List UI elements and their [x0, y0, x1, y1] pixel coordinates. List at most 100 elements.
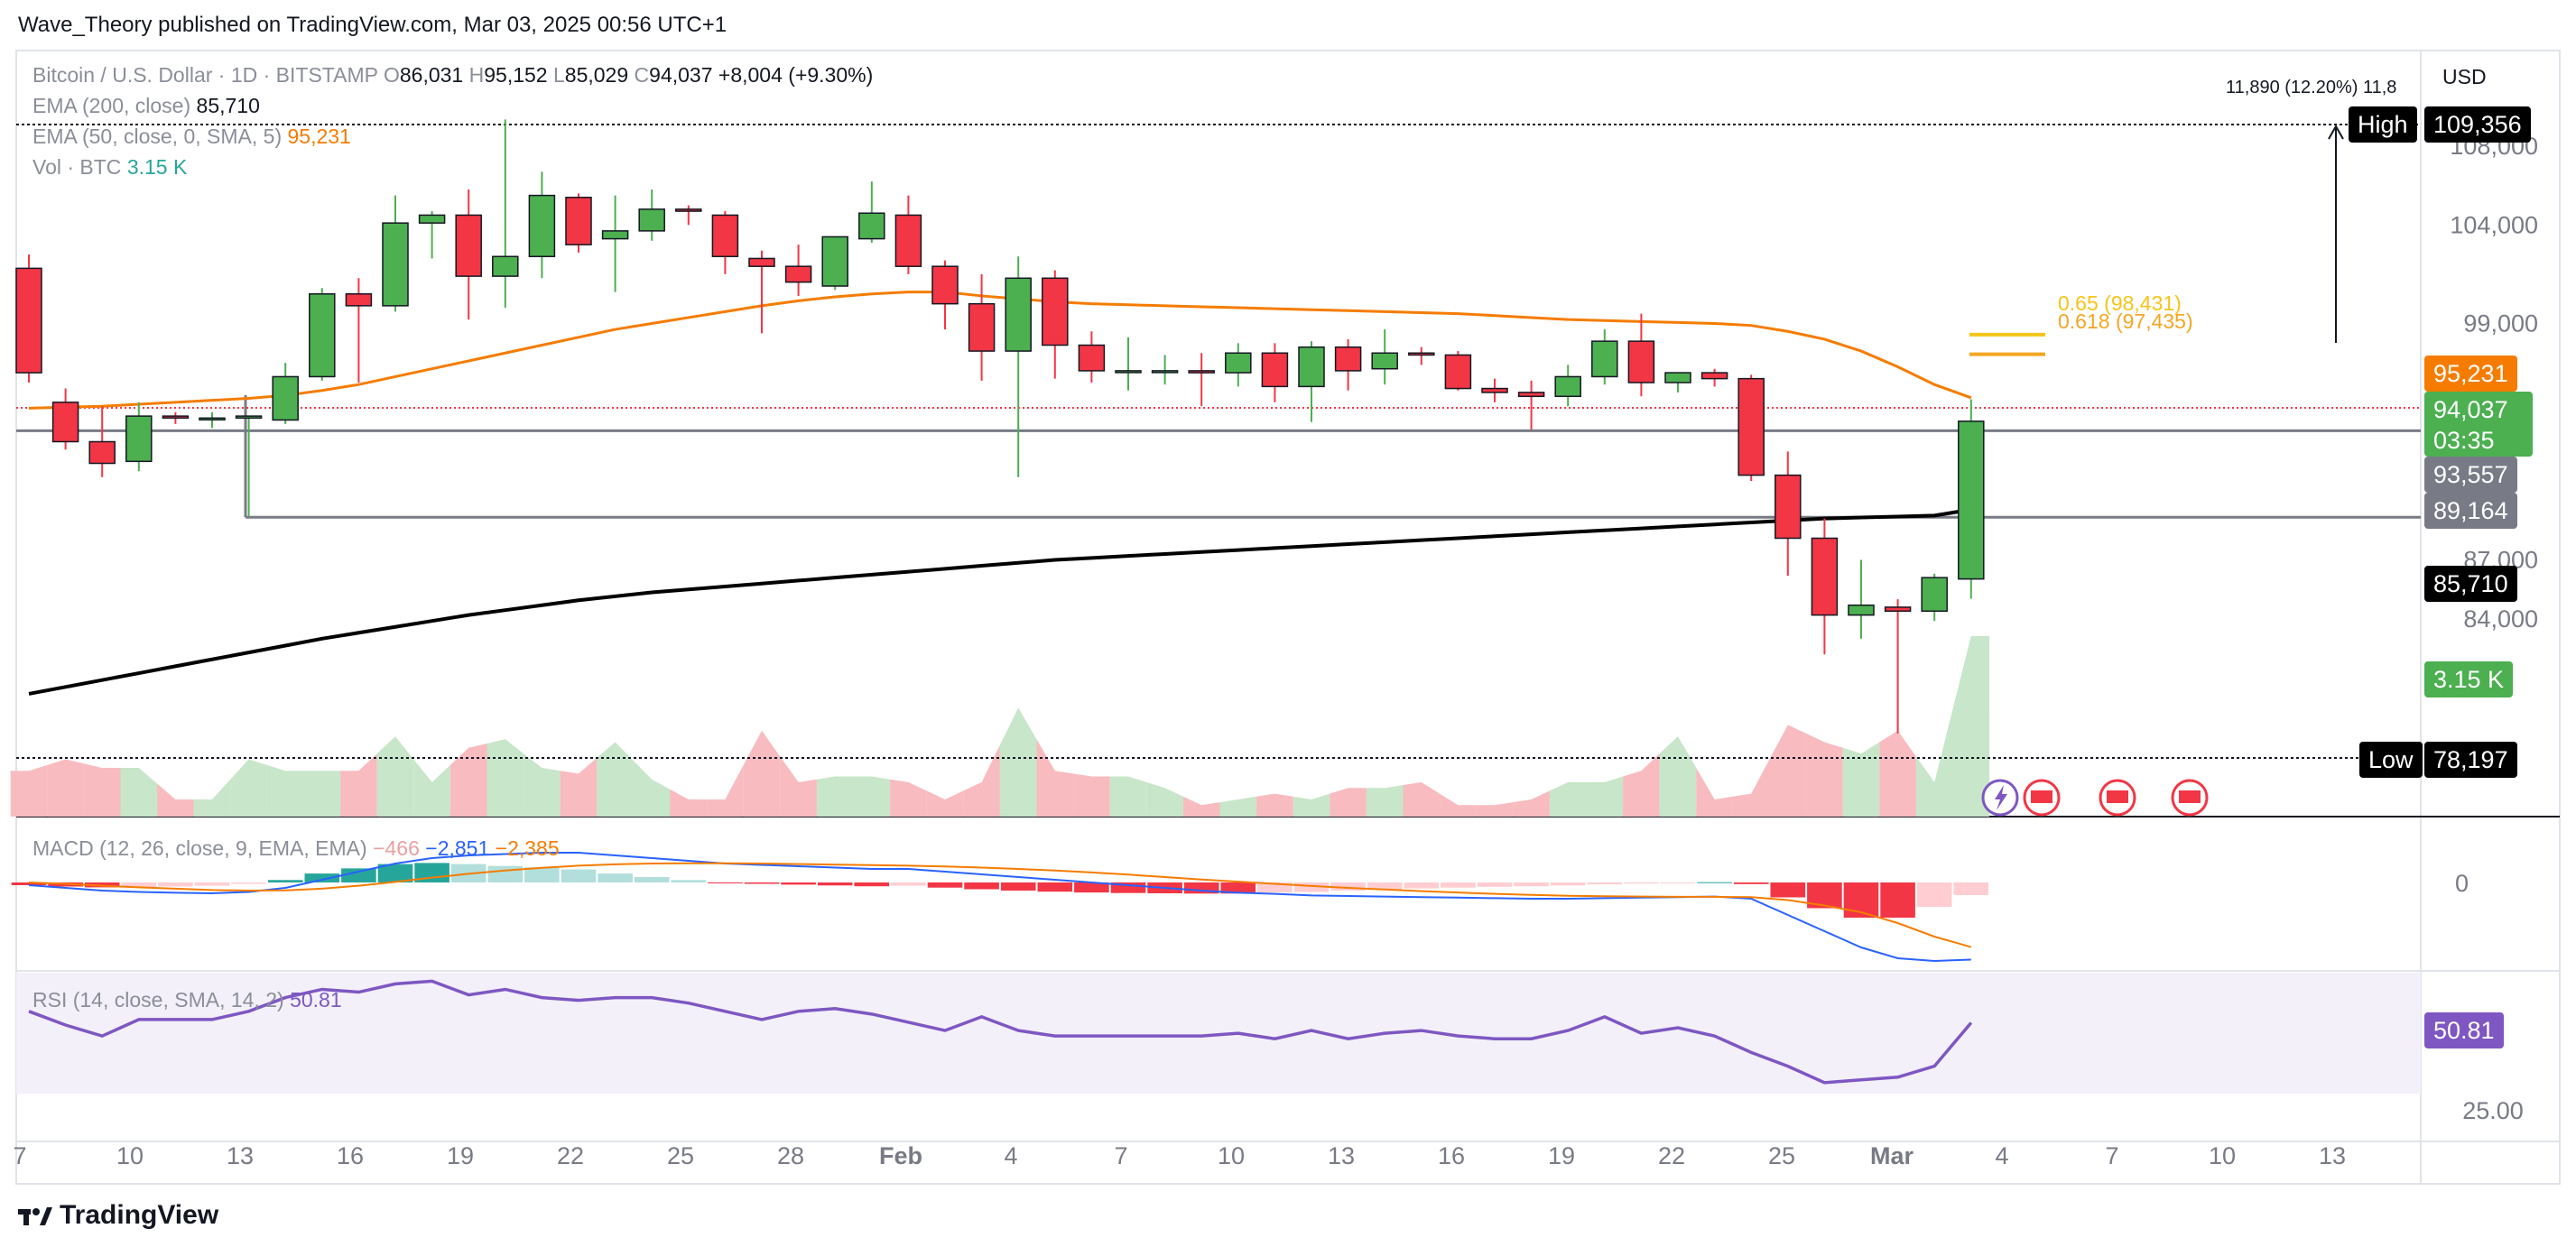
measure-arrow-head [2328, 124, 2344, 140]
volume-segment [1182, 796, 1220, 817]
candle-body [1078, 344, 1106, 372]
macd-line [28, 852, 1971, 963]
volume-segment [524, 753, 561, 817]
candle-body [88, 440, 116, 465]
legend-volume[interactable]: Vol · BTC 3.15 K [32, 155, 188, 179]
macd-histogram-bar [304, 873, 340, 882]
candle-body [382, 222, 409, 307]
macd-histogram-bar [1367, 882, 1403, 890]
candle-body [125, 415, 153, 463]
volume-segment [1476, 802, 1514, 817]
candle-body [1188, 370, 1215, 374]
candle-body [1811, 537, 1839, 616]
level2-tag: 89,164 [2424, 493, 2517, 529]
time-tick-label: 22 [557, 1142, 584, 1169]
macd-histogram-bar [1880, 882, 1915, 918]
candle-body [565, 197, 592, 245]
time-tick-label: Mar [1870, 1142, 1914, 1169]
macd-histogram-bar [634, 877, 670, 882]
ema200-value: 85,710 [196, 94, 260, 117]
macd-histogram-bar [1257, 882, 1293, 893]
volume-value: 3.15 K [126, 155, 188, 179]
high-value: 95,152 [484, 63, 548, 87]
last-price-tag [2424, 392, 2533, 457]
macd-histogram-bar [231, 882, 266, 884]
candle-body [894, 214, 922, 267]
legend-rsi[interactable]: RSI (14, close, SMA, 14, 2) 50.81 [32, 988, 342, 1011]
rsi-value: 50.81 [290, 988, 342, 1011]
volume-segment [83, 763, 121, 817]
macd-histogram-bar [744, 882, 780, 884]
macd-histogram-bar [1074, 882, 1109, 893]
candle-body [1774, 474, 1802, 540]
candle-body [418, 214, 446, 224]
volume-segment [1366, 785, 1404, 817]
time-tick-label: 16 [1438, 1142, 1465, 1169]
candle-body [601, 230, 629, 240]
macd-histogram-bar [121, 882, 157, 888]
macd-histogram-bar [1220, 882, 1256, 894]
candle-body [51, 402, 79, 443]
volume-segment [890, 779, 927, 817]
low-value: 85,029 [564, 63, 629, 87]
ema50-line [28, 291, 1972, 410]
volume-segment [1842, 742, 1880, 817]
volume-segment [963, 744, 1000, 817]
candle-body [1225, 352, 1252, 374]
candle-body [1848, 604, 1875, 616]
candle-body [1151, 370, 1179, 374]
volume-segment [780, 756, 817, 817]
time-tick-label: 13 [1328, 1142, 1355, 1169]
lightning-glyph [1995, 785, 2007, 810]
volume-segment [1219, 796, 1257, 817]
volume-segment [1879, 730, 1916, 817]
fib-label-065: 0.65 (98,431) [2058, 291, 2182, 315]
macd-histogram-bar [11, 882, 47, 885]
legend-macd[interactable]: MACD (12, 26, close, 9, EMA, EMA) −466 −… [32, 836, 560, 860]
candle-body [1664, 372, 1691, 383]
macd-histogram-bar [1550, 882, 1586, 886]
legend-ema200[interactable]: EMA (200, close) 85,710 [32, 94, 260, 117]
fib-label-0618: 0.618 (97,435) [2058, 309, 2193, 333]
time-tick-label: 25 [667, 1142, 694, 1169]
macd-histogram-bar [1916, 882, 1952, 907]
volume-segment [157, 783, 194, 817]
macd-histogram-bar [1000, 882, 1036, 891]
low-tag-label: Low [2359, 742, 2423, 778]
symbol-name[interactable]: Bitcoin / U.S. Dollar · 1D · BITSTAMP [32, 63, 378, 87]
volume-segment [1146, 781, 1183, 817]
tradingview-logo[interactable]: TradingView [18, 1200, 218, 1231]
volume-segment [1073, 773, 1110, 817]
time-tick-label: 7 [2105, 1142, 2118, 1169]
candle-body [345, 293, 373, 307]
candle-body [162, 415, 190, 420]
legend-ema50[interactable]: EMA (50, close, 0, SMA, 5) 95,231 [32, 125, 351, 148]
price-tick-label: 99,000 [2463, 310, 2538, 337]
candle-body [492, 255, 519, 277]
macd-histogram-bar [1587, 882, 1623, 885]
volume-segment [1915, 708, 1953, 817]
rsi-tag: 50.81 [2424, 1012, 2504, 1048]
candle-body [528, 194, 556, 258]
volume-segment [1293, 793, 1330, 817]
candle-body [675, 208, 702, 212]
flag-stripes [2031, 790, 2052, 803]
macd-histogram-bar [671, 880, 707, 882]
candle-body [638, 208, 665, 232]
ema50-tag: 95,231 [2424, 356, 2517, 392]
horizontal-levels [16, 124, 2421, 759]
rsi-line [28, 979, 1973, 1085]
moving-averages [28, 291, 1972, 696]
candle-body [1408, 352, 1435, 356]
close-value: 94,037 [649, 63, 713, 87]
tradingview-brand: TradingView [60, 1200, 219, 1230]
currency-label[interactable]: USD [2442, 65, 2487, 88]
time-tick-label: 13 [227, 1142, 254, 1169]
candles [15, 119, 1985, 734]
open-value: 86,031 [399, 63, 464, 87]
volume-segment [707, 764, 744, 817]
macd-histogram-bar [561, 869, 597, 882]
high-tag-label: High [2349, 106, 2417, 143]
